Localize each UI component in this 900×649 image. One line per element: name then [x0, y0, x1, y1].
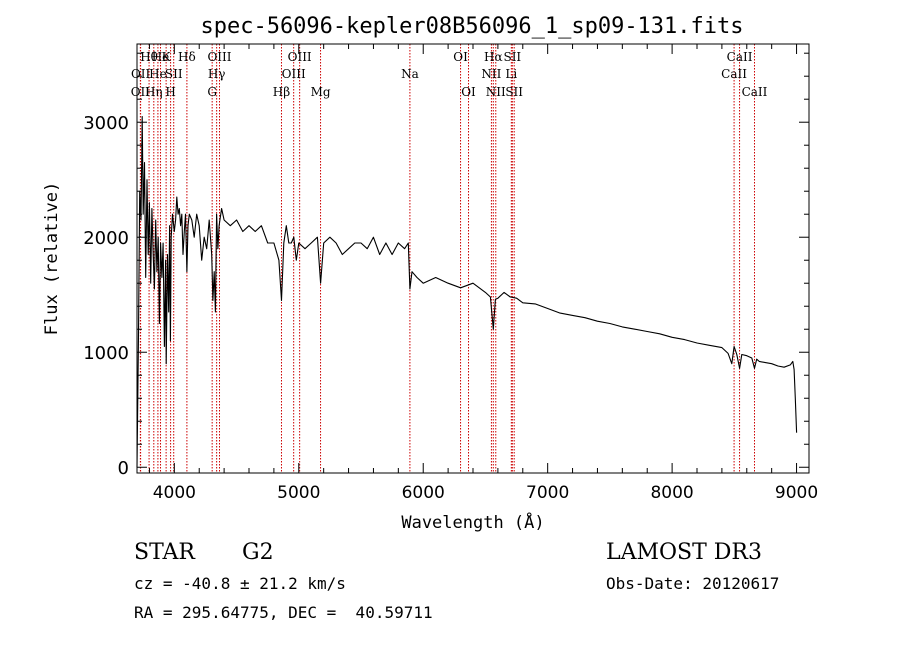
line-label-9: Hδ [178, 50, 196, 64]
line-label-1: OII [131, 67, 151, 81]
object-class-label: STAR [134, 540, 195, 565]
line-label-18: OI [453, 50, 468, 64]
line-label-5: He [152, 50, 170, 64]
flux-series-line [136, 115, 798, 468]
y-tick-label-0: 0 [118, 458, 129, 479]
line-label-10: G [207, 85, 217, 99]
x-axis-label: Wavelength (Å) [401, 511, 544, 533]
x-tick-label-5000: 5000 [277, 483, 320, 503]
line-label-25: SII [505, 85, 523, 99]
line-label-28: CaII [742, 85, 768, 99]
line-label-13: Hβ [273, 85, 290, 99]
line-label-11: Hγ [208, 67, 226, 81]
line-label-4: He [149, 67, 167, 81]
x-tick-label-8000: 8000 [650, 483, 693, 503]
line-label-20: NII [481, 67, 501, 81]
line-label-15: OIII [288, 50, 312, 64]
line-label-23: Li [505, 67, 517, 81]
line-label-3: Hη [145, 85, 163, 99]
x-tick-label-9000: 9000 [775, 483, 818, 503]
line-label-0: OII [131, 85, 151, 99]
line-label-14: OIII [282, 67, 306, 81]
line-label-19: OI [461, 85, 476, 99]
plot-frame [136, 43, 810, 474]
line-label-17: Na [401, 67, 419, 81]
spectrum-chart: 4000 5000 6000 7000 8000 90000100020003000OII… [42, 14, 818, 533]
y-tick-label-2000: 2000 [83, 228, 129, 249]
y-tick-label-3000: 3000 [83, 113, 129, 134]
y-tick-label-1000: 1000 [83, 343, 129, 364]
coordinates-text: RA = 295.64775, DEC = 40.59711 [134, 603, 433, 622]
line-label-27: CaII [727, 50, 753, 64]
x-tick-label-4000: 4000 [153, 483, 196, 503]
x-tick-label-6000: 6000 [402, 483, 445, 503]
line-label-7: H [165, 85, 175, 99]
line-label-12: OIII [207, 50, 231, 64]
line-label-22: NII [486, 85, 506, 99]
line-label-16: Mg [311, 85, 331, 99]
chart-title: spec-56096-kepler08B56096_1_sp09-131.fit… [200, 14, 743, 39]
y-axis-label: Flux (relative) [42, 182, 62, 336]
survey-label: LAMOST DR3 [606, 540, 762, 565]
obs-date-text: Obs-Date: 20120617 [606, 574, 780, 593]
object-subclass-label: G2 [242, 540, 274, 565]
redshift-text: cz = -40.8 ± 21.2 km/s [134, 574, 346, 593]
line-label-6: K [162, 50, 172, 64]
line-label-21: Hα [484, 50, 503, 64]
x-tick-label-7000: 7000 [526, 483, 569, 503]
line-label-8: SII [165, 67, 183, 81]
line-label-2: Hθ [140, 50, 158, 64]
line-label-24: SII [503, 50, 521, 64]
line-label-26: CaII [721, 67, 747, 81]
